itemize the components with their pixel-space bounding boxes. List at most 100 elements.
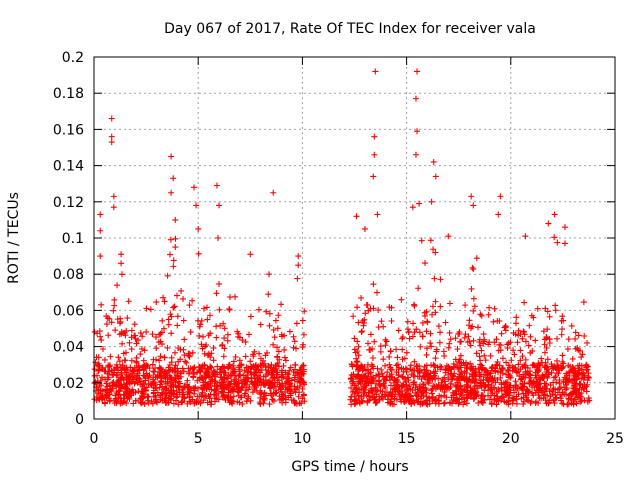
data-point (432, 173, 439, 180)
data-point (120, 330, 127, 337)
data-point (426, 395, 433, 402)
data-point (291, 385, 298, 392)
data-point (524, 364, 531, 371)
data-point (370, 305, 377, 312)
data-point (177, 356, 184, 363)
data-point (497, 342, 504, 349)
data-point (471, 303, 478, 310)
data-point (206, 395, 213, 402)
data-point (138, 400, 145, 407)
data-point (485, 311, 492, 318)
data-point (413, 381, 420, 388)
data-point (236, 399, 243, 406)
data-point (251, 369, 258, 376)
data-point (153, 385, 160, 392)
data-point (351, 346, 358, 353)
data-point (369, 355, 376, 361)
data-point (220, 379, 227, 386)
data-point (457, 338, 464, 345)
data-point (260, 393, 267, 400)
data-point (405, 377, 412, 384)
data-point (441, 374, 448, 381)
data-point (196, 323, 203, 330)
data-point (266, 322, 273, 329)
data-point (470, 337, 477, 344)
data-point (419, 390, 426, 397)
data-point (184, 384, 191, 391)
data-point (107, 353, 114, 360)
data-point (533, 374, 540, 381)
data-point (213, 392, 220, 399)
data-point (150, 368, 157, 375)
data-point (485, 392, 492, 399)
data-point (387, 348, 394, 355)
data-point (539, 359, 546, 366)
data-point (436, 339, 443, 346)
data-points (91, 68, 593, 408)
data-point (399, 392, 406, 399)
data-point (228, 372, 235, 379)
data-point (515, 361, 522, 368)
data-point (522, 356, 529, 363)
data-point (547, 382, 554, 389)
data-point (526, 322, 533, 329)
data-point (430, 382, 437, 389)
data-point (559, 352, 566, 359)
data-point (522, 233, 529, 240)
data-point (369, 374, 376, 381)
data-point (467, 342, 474, 349)
data-point (451, 370, 458, 377)
data-point (266, 401, 273, 408)
data-point (538, 395, 545, 402)
data-point (219, 341, 226, 348)
data-point (417, 343, 424, 350)
data-point (183, 359, 190, 366)
data-point (525, 342, 532, 349)
data-point (366, 377, 373, 384)
data-point (246, 384, 253, 391)
data-point (111, 296, 118, 303)
data-point (247, 358, 254, 365)
data-point (502, 323, 509, 330)
data-point (517, 357, 524, 364)
data-point (358, 386, 365, 393)
data-point (411, 302, 418, 309)
data-point (419, 380, 426, 387)
data-point (499, 355, 506, 362)
data-point (301, 308, 308, 315)
data-point (571, 396, 578, 403)
data-point (170, 263, 177, 270)
data-point (568, 400, 575, 407)
data-point (452, 387, 459, 394)
data-point (428, 198, 435, 205)
data-point (280, 382, 287, 389)
data-point (189, 349, 196, 356)
data-point (172, 362, 179, 369)
data-point (562, 379, 569, 386)
data-point (191, 184, 198, 191)
data-point (404, 374, 411, 381)
data-point (178, 399, 185, 406)
data-point (552, 395, 559, 402)
data-point (378, 318, 385, 325)
data-point (213, 182, 220, 189)
data-point (168, 330, 175, 337)
data-point (137, 330, 144, 337)
data-point (435, 381, 442, 388)
data-point (127, 373, 134, 380)
data-point (268, 361, 275, 368)
data-point (551, 374, 558, 381)
data-point (406, 335, 413, 342)
data-point (371, 338, 378, 345)
data-point (222, 397, 229, 404)
data-point (370, 173, 377, 180)
data-point (440, 383, 447, 390)
data-point (97, 211, 104, 218)
data-point (388, 318, 395, 325)
data-point (347, 396, 354, 403)
data-point (119, 340, 126, 347)
data-point (504, 341, 511, 348)
data-point (246, 331, 253, 338)
data-point (208, 364, 215, 371)
data-point (171, 303, 178, 310)
